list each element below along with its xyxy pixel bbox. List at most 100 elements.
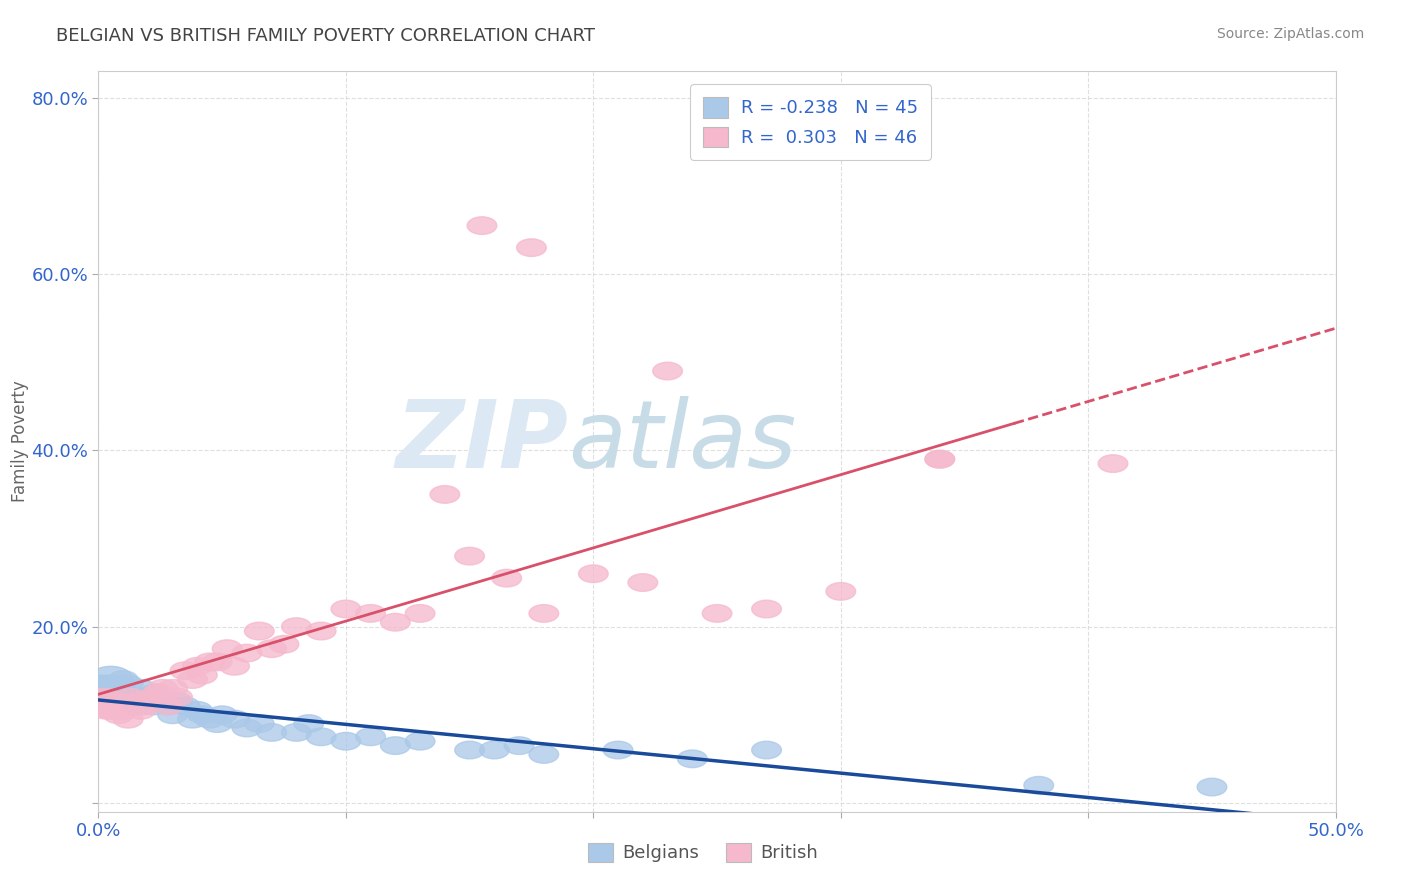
Ellipse shape bbox=[177, 710, 207, 728]
Ellipse shape bbox=[752, 741, 782, 759]
Ellipse shape bbox=[603, 741, 633, 759]
Ellipse shape bbox=[628, 574, 658, 591]
Ellipse shape bbox=[195, 710, 225, 728]
Ellipse shape bbox=[183, 701, 212, 719]
Text: Source: ZipAtlas.com: Source: ZipAtlas.com bbox=[1216, 27, 1364, 41]
Ellipse shape bbox=[202, 653, 232, 671]
Ellipse shape bbox=[678, 750, 707, 768]
Ellipse shape bbox=[219, 657, 249, 675]
Ellipse shape bbox=[1197, 778, 1227, 796]
Ellipse shape bbox=[430, 485, 460, 503]
Ellipse shape bbox=[121, 698, 150, 714]
Ellipse shape bbox=[91, 675, 135, 701]
Ellipse shape bbox=[125, 701, 155, 719]
Ellipse shape bbox=[138, 698, 167, 714]
Ellipse shape bbox=[281, 618, 311, 635]
Ellipse shape bbox=[134, 693, 163, 710]
Ellipse shape bbox=[153, 698, 183, 714]
Ellipse shape bbox=[356, 605, 385, 623]
Ellipse shape bbox=[82, 675, 125, 701]
Ellipse shape bbox=[578, 565, 609, 582]
Ellipse shape bbox=[128, 689, 157, 706]
Ellipse shape bbox=[467, 217, 496, 235]
Ellipse shape bbox=[652, 362, 682, 380]
Ellipse shape bbox=[143, 684, 173, 701]
Ellipse shape bbox=[91, 693, 135, 719]
Text: BELGIAN VS BRITISH FAMILY POVERTY CORRELATION CHART: BELGIAN VS BRITISH FAMILY POVERTY CORREL… bbox=[56, 27, 595, 45]
Ellipse shape bbox=[232, 644, 262, 662]
Ellipse shape bbox=[202, 714, 232, 732]
Ellipse shape bbox=[187, 666, 217, 684]
Ellipse shape bbox=[104, 706, 134, 723]
Ellipse shape bbox=[104, 684, 134, 701]
Ellipse shape bbox=[281, 723, 311, 741]
Ellipse shape bbox=[381, 737, 411, 755]
Ellipse shape bbox=[492, 569, 522, 587]
Ellipse shape bbox=[257, 723, 287, 741]
Ellipse shape bbox=[187, 706, 217, 723]
Ellipse shape bbox=[245, 623, 274, 640]
Text: atlas: atlas bbox=[568, 396, 797, 487]
Ellipse shape bbox=[212, 640, 242, 657]
Ellipse shape bbox=[108, 701, 138, 719]
Ellipse shape bbox=[145, 689, 176, 706]
Ellipse shape bbox=[356, 728, 385, 746]
Ellipse shape bbox=[115, 689, 145, 706]
Ellipse shape bbox=[195, 653, 225, 671]
Ellipse shape bbox=[89, 666, 134, 693]
Ellipse shape bbox=[114, 710, 143, 728]
Ellipse shape bbox=[479, 741, 509, 759]
Ellipse shape bbox=[128, 698, 157, 714]
Ellipse shape bbox=[141, 684, 170, 701]
Ellipse shape bbox=[153, 698, 183, 714]
Ellipse shape bbox=[138, 689, 167, 706]
Ellipse shape bbox=[405, 605, 434, 623]
Ellipse shape bbox=[454, 741, 485, 759]
Ellipse shape bbox=[108, 671, 138, 689]
Ellipse shape bbox=[1098, 455, 1128, 473]
Ellipse shape bbox=[125, 680, 155, 698]
Ellipse shape bbox=[219, 710, 249, 728]
Ellipse shape bbox=[307, 728, 336, 746]
Ellipse shape bbox=[825, 582, 856, 600]
Ellipse shape bbox=[157, 706, 187, 723]
Y-axis label: Family Poverty: Family Poverty bbox=[11, 381, 30, 502]
Ellipse shape bbox=[294, 714, 323, 732]
Ellipse shape bbox=[157, 680, 187, 698]
Ellipse shape bbox=[150, 693, 180, 710]
Ellipse shape bbox=[257, 640, 287, 657]
Ellipse shape bbox=[516, 239, 547, 257]
Ellipse shape bbox=[82, 689, 125, 714]
Ellipse shape bbox=[183, 657, 212, 675]
Ellipse shape bbox=[529, 605, 558, 623]
Ellipse shape bbox=[330, 600, 361, 618]
Ellipse shape bbox=[925, 450, 955, 468]
Legend: Belgians, British: Belgians, British bbox=[581, 836, 825, 870]
Ellipse shape bbox=[170, 662, 200, 680]
Ellipse shape bbox=[163, 693, 193, 710]
Ellipse shape bbox=[752, 600, 782, 618]
Ellipse shape bbox=[245, 714, 274, 732]
Ellipse shape bbox=[925, 450, 955, 468]
Ellipse shape bbox=[529, 746, 558, 764]
Ellipse shape bbox=[148, 680, 177, 698]
Ellipse shape bbox=[330, 732, 361, 750]
Ellipse shape bbox=[381, 614, 411, 631]
Ellipse shape bbox=[115, 689, 145, 706]
Ellipse shape bbox=[1024, 776, 1053, 794]
Ellipse shape bbox=[207, 706, 238, 723]
Ellipse shape bbox=[307, 623, 336, 640]
Ellipse shape bbox=[114, 675, 143, 693]
Ellipse shape bbox=[163, 689, 193, 706]
Ellipse shape bbox=[232, 719, 262, 737]
Ellipse shape bbox=[86, 693, 131, 719]
Ellipse shape bbox=[121, 693, 150, 710]
Text: ZIP: ZIP bbox=[395, 395, 568, 488]
Ellipse shape bbox=[177, 671, 207, 689]
Ellipse shape bbox=[505, 737, 534, 755]
Ellipse shape bbox=[134, 693, 163, 710]
Ellipse shape bbox=[454, 548, 485, 565]
Ellipse shape bbox=[170, 698, 200, 714]
Ellipse shape bbox=[269, 635, 299, 653]
Ellipse shape bbox=[405, 732, 434, 750]
